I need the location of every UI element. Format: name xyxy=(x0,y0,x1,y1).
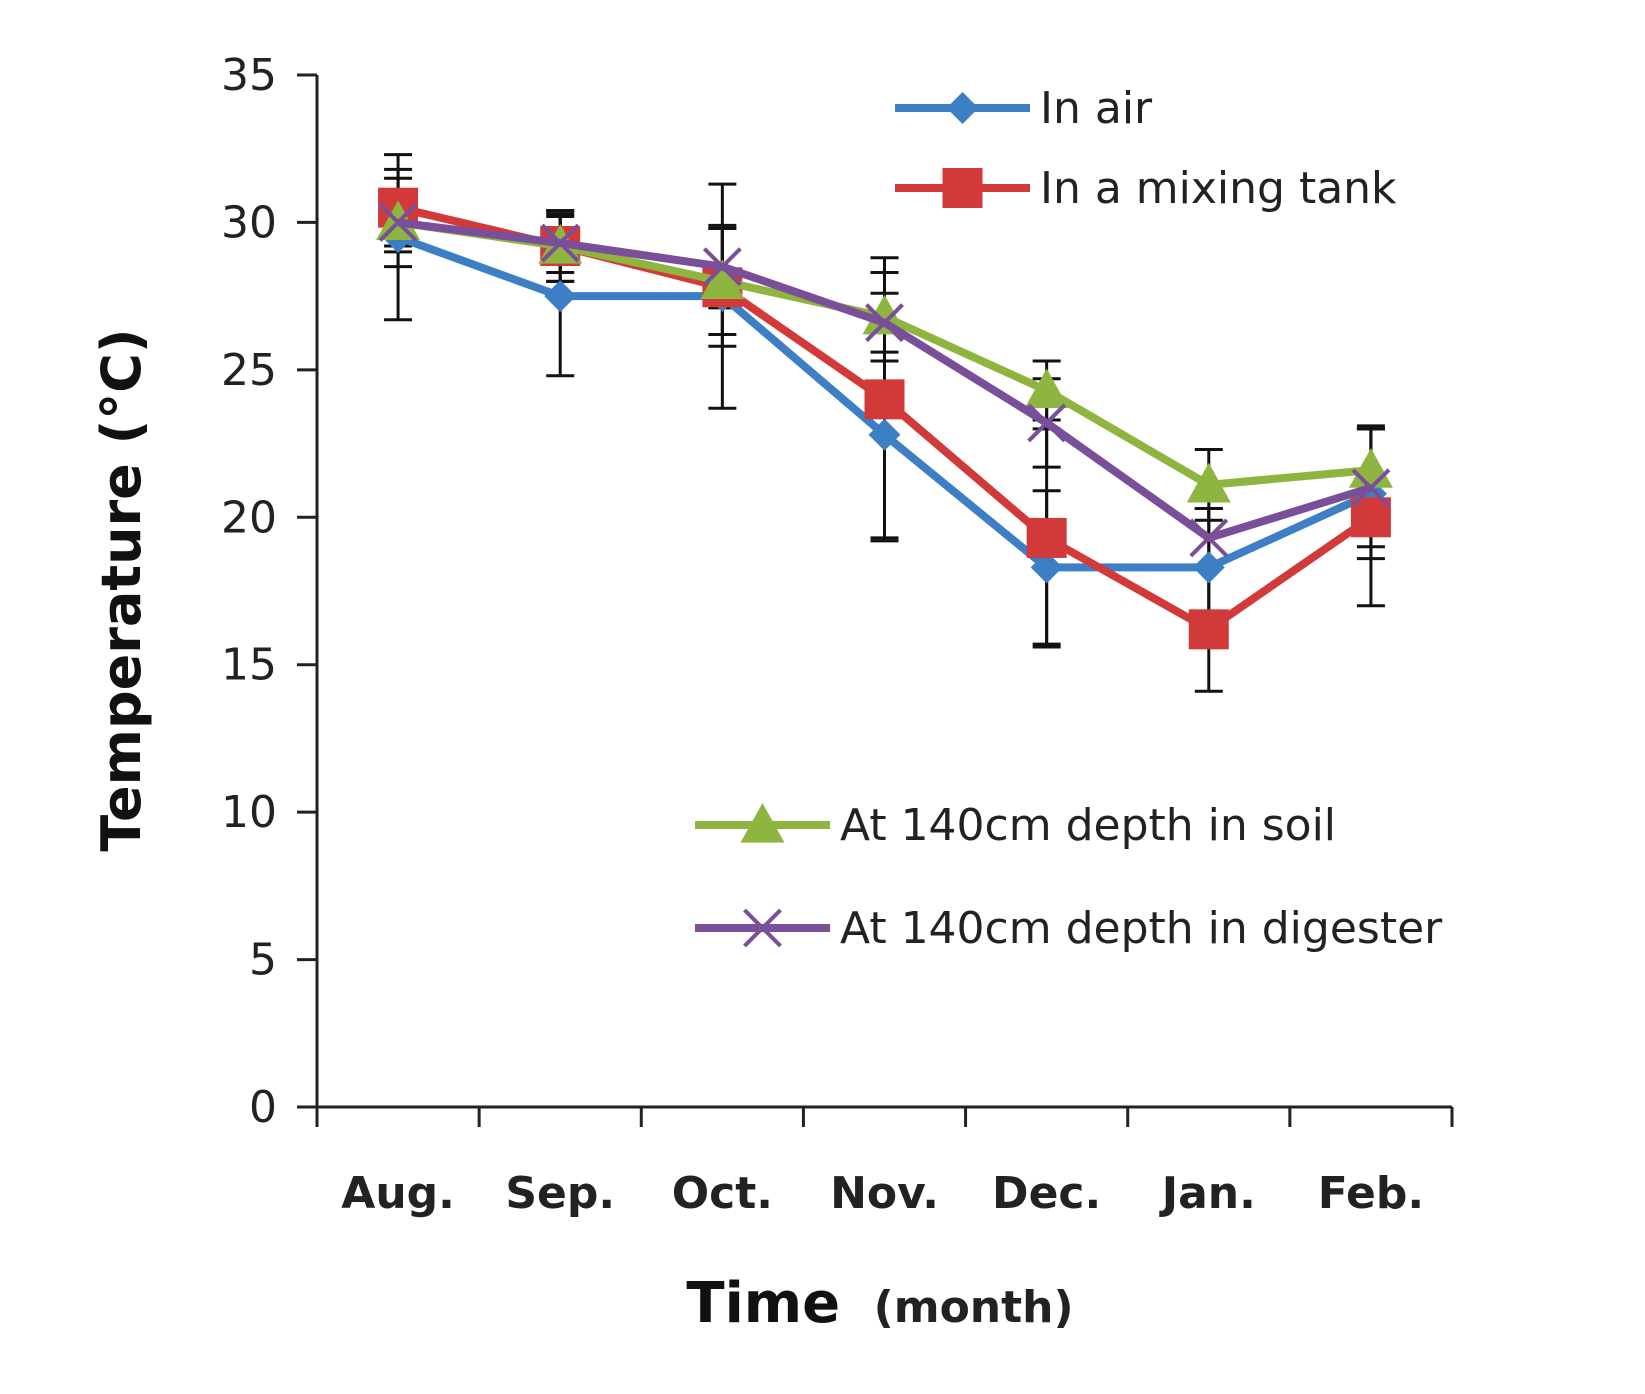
marker-triangle xyxy=(740,803,785,843)
marker-x xyxy=(1351,468,1391,508)
legend-label: In air xyxy=(1040,83,1153,134)
marker-x xyxy=(743,908,782,948)
marker-triangle xyxy=(1024,368,1069,409)
y-tick-label: 20 xyxy=(221,492,277,543)
series-lines xyxy=(376,187,1393,650)
x-tick-label: Dec. xyxy=(992,1168,1101,1219)
marker-diamond xyxy=(946,92,979,124)
marker-x xyxy=(378,203,418,242)
x-axis-label: Time (month) xyxy=(686,1271,1073,1336)
svg-text:Time (month): Time (month) xyxy=(686,1271,1073,1336)
marker-x xyxy=(702,247,742,287)
x-tick-label: Feb. xyxy=(1318,1168,1424,1219)
marker-square xyxy=(942,168,983,208)
marker-diamond xyxy=(1030,551,1063,584)
marker-triangle xyxy=(862,294,907,335)
marker-diamond xyxy=(868,418,901,451)
marker-x xyxy=(1189,518,1229,558)
marker-square xyxy=(1188,609,1229,650)
x-axis-label-main: Time xyxy=(686,1271,840,1336)
marker-diamond xyxy=(544,280,577,313)
marker-triangle xyxy=(700,259,745,299)
marker-triangle xyxy=(1186,462,1231,503)
x-tick-label: Nov. xyxy=(830,1168,939,1219)
legend-label: At 140cm depth in digester xyxy=(840,903,1443,954)
y-tick-label: 35 xyxy=(221,50,277,101)
y-tick-label: 25 xyxy=(221,345,277,396)
x-tick-label: Sep. xyxy=(505,1168,615,1219)
marker-x xyxy=(1027,403,1067,443)
marker-square xyxy=(864,379,905,420)
marker-diamond xyxy=(1192,551,1225,584)
legend-label: At 140cm depth in soil xyxy=(840,800,1336,851)
y-tick-label: 10 xyxy=(221,787,277,838)
x-tick-label: Jan. xyxy=(1159,1168,1256,1219)
marker-x xyxy=(865,303,904,343)
x-axis-label-unit: (month) xyxy=(874,1282,1074,1333)
marker-square xyxy=(1026,517,1067,558)
y-tick-label: 5 xyxy=(249,935,277,986)
y-tick-label: 15 xyxy=(221,640,277,691)
x-tick-label: Oct. xyxy=(672,1168,773,1219)
x-tick-label: Aug. xyxy=(341,1168,455,1219)
axes xyxy=(315,75,1452,1109)
y-ticks: 0 5 10 15 20 25 30 35 xyxy=(221,50,317,1133)
y-tick-label: 30 xyxy=(221,197,277,248)
legend: In air In a mixing tank At 140cm depth in … xyxy=(695,83,1443,954)
legend-label: In a mixing tank xyxy=(1040,163,1397,214)
y-tick-label: 0 xyxy=(249,1082,277,1133)
marker-x xyxy=(540,223,580,263)
x-ticks: Aug. Sep. Oct. Nov. Dec. Jan. Feb. xyxy=(315,1107,1454,1219)
y-axis-label: Temperature (°C) xyxy=(90,328,153,851)
